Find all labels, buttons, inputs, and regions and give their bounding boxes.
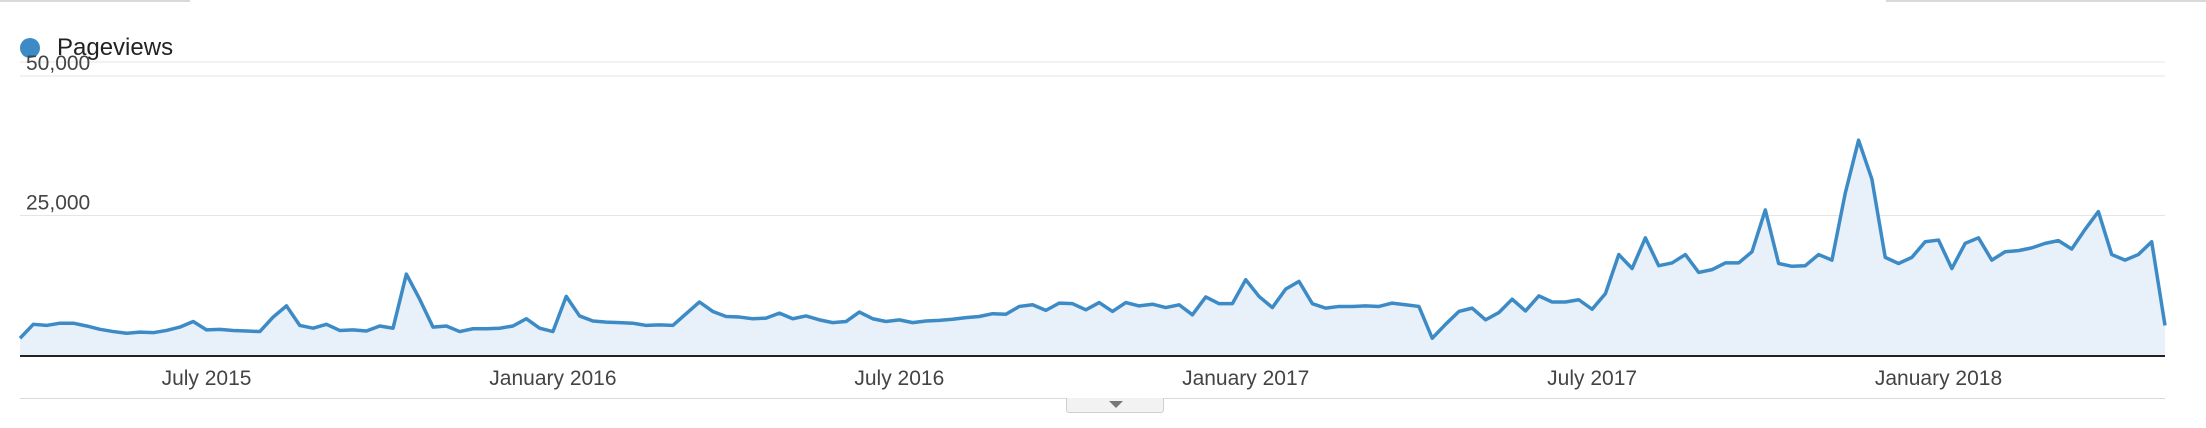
top-tab-left-edge: [0, 0, 190, 2]
y-tick-label: 50,000: [26, 52, 90, 75]
chart-legend: Pageviews: [20, 34, 173, 62]
expand-chart-button[interactable]: [1066, 398, 1164, 413]
x-tick-label: July 2015: [162, 367, 252, 390]
x-tick-label: July 2017: [1547, 367, 1637, 390]
legend-series-marker: [20, 38, 40, 58]
x-axis-ticks: July 2015 January 2016 July 2016 January 20…: [162, 367, 2003, 390]
x-tick-label: January 2018: [1875, 367, 2002, 390]
series-line: [18, 138, 2167, 341]
legend-series-label: Pageviews: [57, 34, 174, 61]
x-tick-label: January 2016: [489, 367, 616, 390]
chevron-down-icon: [1109, 401, 1123, 408]
series-area-fill: [20, 140, 2165, 355]
series-area-group: [18, 138, 2167, 355]
x-tick-label: July 2016: [854, 367, 944, 390]
grid-lines: [20, 61, 2165, 216]
y-axis-ticks: 50,000 25,000: [26, 52, 90, 215]
y-tick-label: 25,000: [26, 192, 90, 215]
top-tab-right-edge: [1886, 0, 2206, 2]
x-tick-label: January 2017: [1182, 367, 1309, 390]
